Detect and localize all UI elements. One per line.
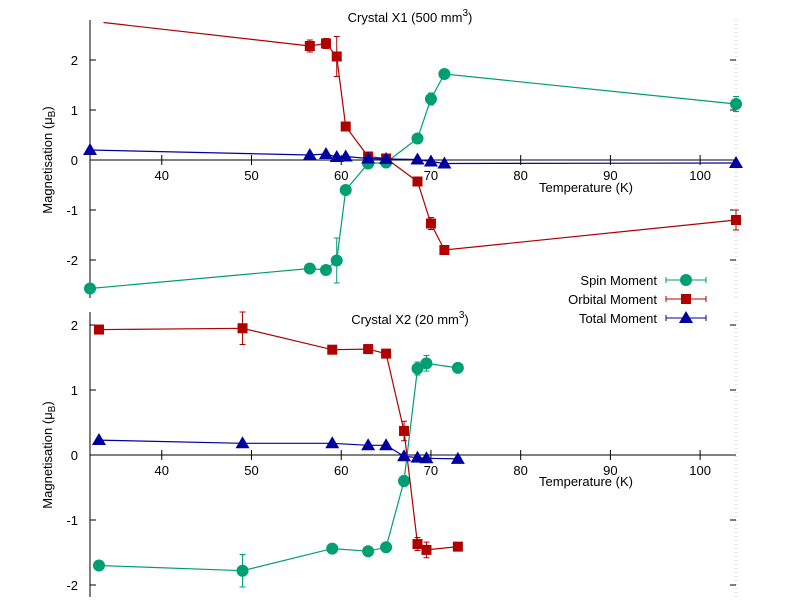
data-point — [411, 362, 424, 375]
xlabel-x2: Temperature (K) — [539, 474, 633, 489]
y-tick-label: -1 — [66, 513, 78, 528]
y-tick-label: 0 — [71, 153, 78, 168]
data-point — [730, 98, 742, 110]
data-point — [424, 93, 437, 105]
x-tick-label: 90 — [603, 168, 617, 183]
data-point — [326, 542, 339, 555]
data-point — [729, 156, 743, 168]
y-tick-label: 1 — [71, 383, 78, 398]
x-tick-label: 40 — [155, 463, 169, 478]
data-point — [379, 152, 394, 164]
data-point — [421, 544, 432, 555]
data-point — [236, 564, 249, 577]
data-point — [419, 451, 434, 464]
data-point — [380, 541, 393, 554]
x-tick-label: 70 — [424, 168, 438, 183]
y-tick-label: 2 — [71, 318, 78, 333]
x-tick-label: 80 — [513, 463, 527, 478]
x-tick-label: 100 — [689, 168, 711, 183]
data-point — [320, 38, 331, 49]
data-point — [379, 438, 394, 451]
data-point — [412, 539, 423, 550]
data-point — [83, 143, 97, 155]
data-point — [84, 282, 96, 295]
x-tick-label: 60 — [334, 168, 348, 183]
data-point — [318, 147, 333, 159]
data-point — [398, 475, 411, 487]
y-tick-label: 2 — [71, 53, 78, 68]
y-tick-label: 0 — [71, 448, 78, 463]
data-point — [411, 132, 424, 145]
y-tick-label: -2 — [66, 578, 78, 593]
data-point — [362, 545, 375, 558]
data-point — [397, 449, 412, 462]
series-square — [93, 311, 463, 559]
x-tick-label: 70 — [424, 463, 438, 478]
data-point — [339, 184, 352, 196]
data-point — [327, 344, 338, 355]
data-point — [304, 41, 315, 51]
ylabel-x1: Magnetisation (μB) — [40, 106, 58, 213]
legend: Spin Moment Orbital Moment Total Moment — [568, 273, 707, 326]
legend-label-spin: Spin Moment — [580, 273, 657, 288]
panel-crystal-x1: Crystal X1 (500 mm3) Magnetisation (μB) … — [40, 8, 743, 298]
legend-label-orbital: Orbital Moment — [568, 292, 657, 307]
data-point — [731, 215, 741, 225]
x-tick-label: 60 — [334, 463, 348, 478]
data-point — [423, 154, 438, 167]
x-tick-label: 100 — [689, 463, 711, 478]
data-point — [437, 156, 452, 169]
series-triangle — [91, 433, 465, 464]
data-point — [439, 245, 450, 255]
title-x1: Crystal X1 (500 mm3) — [348, 8, 473, 25]
data-point — [361, 438, 376, 451]
series-line — [98, 362, 458, 572]
data-point — [381, 348, 392, 359]
legend-marker — [681, 294, 691, 304]
data-point — [452, 541, 463, 552]
data-point — [438, 68, 451, 80]
data-point — [302, 148, 317, 160]
panel-crystal-x2: Crystal X2 (20 mm3) Magnetisation (μB) T… — [40, 310, 737, 597]
data-point — [340, 121, 351, 132]
data-point — [237, 323, 248, 334]
data-point — [338, 149, 353, 162]
data-point — [330, 254, 343, 267]
x-tick-label: 90 — [603, 463, 617, 478]
data-point — [235, 436, 250, 449]
data-point — [451, 361, 464, 374]
data-point — [92, 559, 105, 572]
data-point — [412, 176, 423, 187]
legend-marker — [679, 311, 693, 323]
x-tick-label: 80 — [513, 168, 527, 183]
y-tick-label: -1 — [66, 203, 78, 218]
y-tick-label: -2 — [66, 253, 78, 268]
x-tick-label: 50 — [244, 168, 258, 183]
data-point — [363, 344, 374, 355]
data-point — [410, 450, 425, 463]
data-point — [410, 152, 425, 165]
data-point — [420, 357, 433, 370]
x-tick-label: 50 — [244, 463, 258, 478]
data-point — [319, 264, 332, 276]
series-circle — [92, 355, 464, 588]
x-tick-label: 40 — [155, 168, 169, 183]
data-point — [91, 433, 106, 446]
data-point — [399, 425, 410, 436]
legend-label-total: Total Moment — [579, 311, 657, 326]
title-x2: Crystal X2 (20 mm3) — [351, 310, 469, 327]
data-point — [325, 436, 340, 449]
data-point — [93, 324, 104, 335]
series-triangle — [83, 143, 743, 169]
y-tick-label: 1 — [71, 103, 78, 118]
data-point — [450, 451, 465, 464]
xlabel-x1: Temperature (K) — [539, 180, 633, 195]
data-point — [361, 151, 376, 164]
legend-marker — [680, 274, 692, 286]
data-point — [303, 262, 316, 275]
ylabel-x2: Magnetisation (μB) — [40, 401, 58, 508]
data-point — [331, 51, 342, 62]
data-point — [425, 218, 436, 229]
